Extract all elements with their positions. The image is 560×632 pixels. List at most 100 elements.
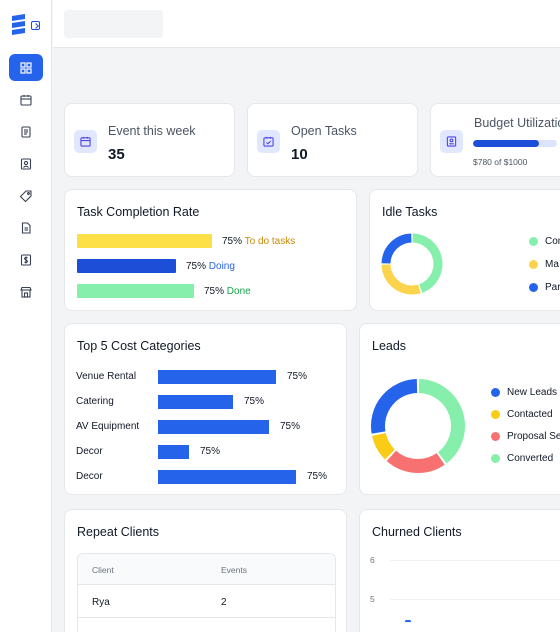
task-bar-done xyxy=(77,284,194,298)
stat-icon-box xyxy=(440,130,463,153)
legend-dot xyxy=(491,410,500,419)
sidebar-item-calendar[interactable] xyxy=(9,86,43,113)
y-axis-tick: 5 xyxy=(370,594,375,604)
tag-icon xyxy=(20,189,32,202)
cost-category-value: 75% xyxy=(307,471,328,482)
budget-icon xyxy=(446,136,457,147)
budget-progress-fill xyxy=(473,140,539,147)
task-bar-doing xyxy=(77,259,176,273)
donut-slice xyxy=(412,233,443,293)
card-title: Task Completion Rate xyxy=(77,205,200,219)
sidebar-item-tags[interactable] xyxy=(9,182,43,209)
file-icon xyxy=(21,221,31,234)
task-status-text: Done xyxy=(226,286,251,297)
donut-slice xyxy=(372,432,396,460)
dashboard-icon xyxy=(20,61,32,74)
idle-tasks-donut xyxy=(381,233,443,295)
card-title: Idle Tasks xyxy=(382,205,438,219)
cost-category-value: 75% xyxy=(200,446,221,457)
budget-note: $780 of $1000 xyxy=(473,157,528,167)
donut-slice xyxy=(381,233,412,264)
gridline xyxy=(390,599,560,600)
legend-dot xyxy=(491,388,500,397)
table-header: Client Events xyxy=(78,554,335,585)
repeat-clients-table: Client Events Rya 2 xyxy=(77,553,336,632)
task-bar-label-doing: 75% Doing xyxy=(186,261,235,272)
legend-dot xyxy=(529,283,538,292)
task-bar-label-todo: 75% To do tasks xyxy=(222,236,295,247)
legend-item: Contacted xyxy=(491,409,553,420)
legend-item: Converted xyxy=(491,453,553,464)
contact-icon xyxy=(20,157,32,170)
cost-category-bar xyxy=(158,445,189,459)
stat-card-open-tasks: Open Tasks 10 xyxy=(247,103,418,177)
task-status-text: Doing xyxy=(208,261,235,272)
stat-icon-box xyxy=(257,130,280,153)
churned-clients-card: Churned Clients 6 5 xyxy=(359,509,560,632)
cost-category-bar xyxy=(158,420,269,434)
calendar-icon xyxy=(80,136,91,147)
cost-category-value: 75% xyxy=(244,396,265,407)
leads-donut xyxy=(371,379,465,473)
card-title: Leads xyxy=(372,339,407,353)
legend-item: Com xyxy=(529,236,560,247)
donut-slice xyxy=(381,264,421,295)
task-bar-todo xyxy=(77,234,212,248)
line-series-stub xyxy=(405,620,411,623)
stat-value: 10 xyxy=(291,146,308,163)
calendar-icon xyxy=(20,94,32,106)
cost-category-value: 75% xyxy=(280,421,301,432)
cost-category-value: 75% xyxy=(287,371,308,382)
search-input[interactable] xyxy=(64,10,163,38)
legend-label: Com xyxy=(545,236,560,247)
donut-slice xyxy=(418,379,465,464)
table-row[interactable]: Rya 2 xyxy=(78,585,335,618)
sidebar-item-files[interactable] xyxy=(9,214,43,241)
stat-label: Event this week xyxy=(108,124,196,138)
sidebar-item-finance[interactable] xyxy=(9,246,43,273)
legend-item: New Leads xyxy=(491,387,557,398)
task-icon xyxy=(263,136,274,147)
stat-value: 35 xyxy=(108,146,125,163)
stat-label: Open Tasks xyxy=(291,124,357,138)
dollar-icon xyxy=(20,253,32,266)
collapse-sidebar-icon[interactable] xyxy=(31,21,40,30)
budget-progress-bar xyxy=(473,140,557,147)
column-header-client: Client xyxy=(92,565,114,575)
y-axis-tick: 6 xyxy=(370,555,375,565)
donut-slice xyxy=(371,379,418,434)
cost-category-label: Venue Rental xyxy=(76,371,137,382)
document-icon xyxy=(21,125,31,138)
leads-card: Leads New Leads Contacted Proposal Se Co… xyxy=(359,323,560,495)
donut-slice xyxy=(386,450,445,473)
sidebar-item-vendors[interactable] xyxy=(9,278,43,305)
stat-icon-box xyxy=(74,130,97,153)
cost-category-bar xyxy=(158,470,296,484)
legend-label: Converted xyxy=(507,453,554,464)
cost-category-bar xyxy=(158,370,276,384)
task-status-text: To do tasks xyxy=(244,236,296,247)
store-icon xyxy=(20,286,32,298)
task-pct: 75% xyxy=(186,261,207,272)
sidebar xyxy=(0,0,52,632)
legend-dot xyxy=(529,237,538,246)
card-title: Churned Clients xyxy=(372,525,462,539)
legend-dot xyxy=(491,432,500,441)
logo-icon xyxy=(12,14,25,35)
legend-item: Proposal Se xyxy=(491,431,560,442)
cost-categories-card: Top 5 Cost Categories Venue Rental 75% Cat… xyxy=(64,323,347,495)
idle-tasks-card: Idle Tasks Com Ma Par xyxy=(369,189,560,311)
sidebar-item-documents[interactable] xyxy=(9,118,43,145)
cell-client: Rya xyxy=(92,597,110,608)
legend-label: Proposal Se xyxy=(507,431,560,442)
legend-dot xyxy=(529,260,538,269)
card-title: Top 5 Cost Categories xyxy=(77,339,201,353)
cost-category-bar xyxy=(158,395,233,409)
repeat-clients-card: Repeat Clients Client Events Rya 2 xyxy=(64,509,347,632)
sidebar-item-dashboard[interactable] xyxy=(9,54,43,81)
stat-card-events: Event this week 35 xyxy=(64,103,235,177)
sidebar-item-contacts[interactable] xyxy=(9,150,43,177)
column-header-events: Events xyxy=(221,565,247,575)
task-pct: 75% xyxy=(204,286,225,297)
cost-category-label: Catering xyxy=(76,396,114,407)
